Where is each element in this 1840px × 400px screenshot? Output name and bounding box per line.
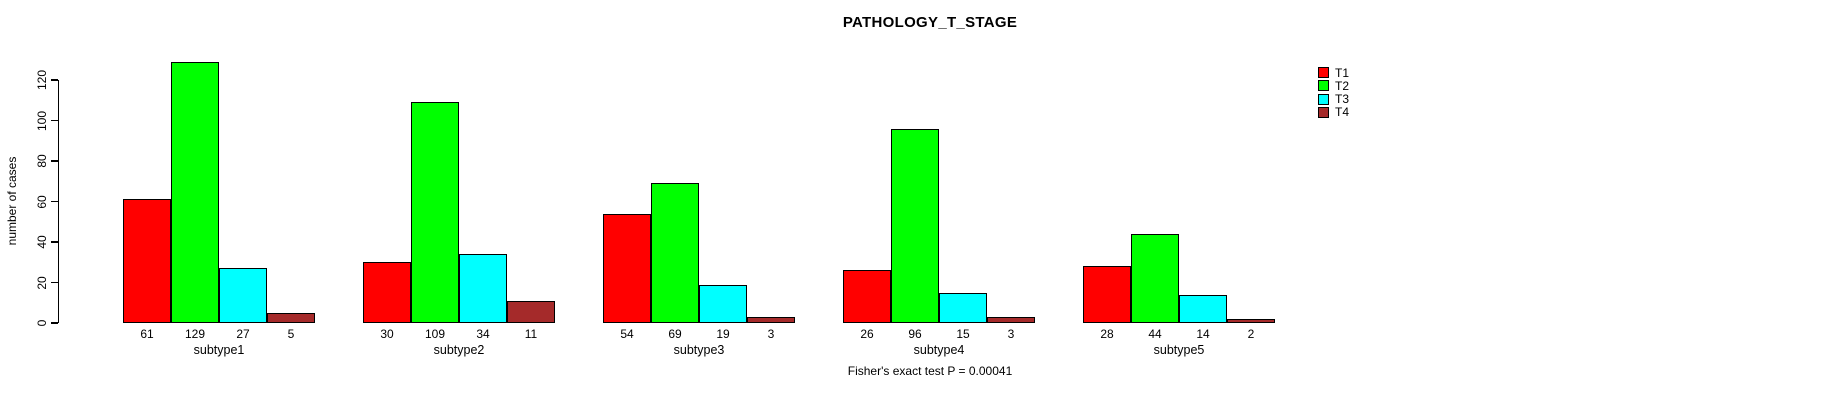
bar-T1-subtype1 — [123, 199, 171, 323]
bar-value-label: 27 — [236, 327, 250, 341]
legend-item: T1 — [1318, 66, 1349, 79]
bar-T4-subtype3 — [747, 316, 795, 323]
bar-T3-subtype5 — [1179, 294, 1227, 323]
legend-label-T2: T2 — [1335, 78, 1350, 93]
bar-T4-subtype1 — [267, 312, 315, 323]
bar-T1-subtype4 — [843, 270, 891, 323]
bar-T4-subtype5 — [1227, 318, 1275, 323]
legend-swatch-T1 — [1318, 67, 1329, 78]
fisher-test-annotation: Fisher's exact test P = 0.00041 — [847, 364, 1013, 378]
bar-T3-subtype4 — [939, 292, 987, 323]
category-label-subtype1: subtype1 — [193, 343, 245, 357]
bar-value-label: 3 — [767, 327, 775, 341]
category-label-subtype2: subtype2 — [433, 343, 485, 357]
y-axis-tick — [50, 200, 58, 203]
y-axis-tick-label: 40 — [35, 235, 49, 249]
bar-value-label: 109 — [424, 327, 446, 341]
bar-T3-subtype3 — [699, 284, 747, 323]
y-axis-tick-label: 0 — [35, 319, 49, 327]
bar-value-label: 5 — [287, 327, 295, 341]
bar-T2-subtype5 — [1131, 233, 1179, 323]
legend-swatch-T2 — [1318, 80, 1329, 92]
bar-value-label: 3 — [1007, 327, 1015, 341]
bar-value-label: 69 — [668, 327, 682, 341]
bar-value-label: 129 — [184, 327, 206, 341]
bar-T2-subtype4 — [891, 128, 939, 323]
bar-value-label: 96 — [908, 327, 922, 341]
y-axis-label: number of cases — [5, 156, 19, 246]
legend-swatch-T3 — [1318, 93, 1329, 105]
category-label-subtype3: subtype3 — [673, 343, 725, 357]
y-axis-tick-label: 60 — [35, 194, 49, 209]
y-axis-tick — [50, 322, 58, 324]
y-axis-tick — [50, 79, 58, 81]
bar-T3-subtype2 — [459, 254, 507, 323]
bar-T1-subtype2 — [363, 262, 411, 323]
bar-value-label: 19 — [716, 327, 730, 341]
y-axis-tick — [50, 241, 58, 243]
y-axis-tick-label: 80 — [35, 154, 49, 168]
category-label-subtype4: subtype4 — [913, 343, 965, 357]
legend-item: T4 — [1318, 106, 1349, 119]
y-axis-tick-label: 20 — [35, 275, 49, 290]
y-axis-tick — [50, 281, 58, 284]
bar-T2-subtype2 — [411, 102, 459, 323]
y-axis-tick-label: 120 — [35, 69, 49, 91]
bar-T2-subtype1 — [171, 61, 219, 323]
legend-label-T4: T4 — [1335, 105, 1350, 120]
legend-label-T1: T1 — [1335, 65, 1350, 80]
bar-T2-subtype3 — [651, 183, 699, 323]
bar-T4-subtype4 — [987, 316, 1035, 323]
category-label-subtype5: subtype5 — [1153, 343, 1205, 357]
legend-label-T3: T3 — [1335, 92, 1350, 106]
bar-value-label: 44 — [1148, 327, 1162, 341]
bar-T4-subtype2 — [507, 300, 555, 323]
bar-value-label: 54 — [620, 327, 634, 341]
bar-value-label: 14 — [1196, 327, 1210, 341]
chart-title: PATHOLOGY_T_STAGE — [842, 14, 1018, 31]
bar-value-label: 28 — [1100, 327, 1114, 341]
y-axis-line — [57, 80, 59, 323]
bar-value-label: 61 — [140, 327, 154, 341]
bar-value-label: 26 — [860, 327, 874, 341]
legend-item: T3 — [1318, 93, 1349, 106]
legend-item: T2 — [1318, 79, 1349, 92]
legend-swatch-T4 — [1318, 106, 1329, 118]
bar-value-label: 30 — [380, 327, 394, 341]
y-axis-tick — [50, 119, 58, 122]
y-axis-tick-label: 100 — [35, 110, 49, 131]
bar-value-label: 15 — [956, 327, 970, 341]
bar-value-label: 2 — [1247, 327, 1255, 341]
y-axis-tick — [50, 160, 58, 162]
bar-value-label: 11 — [524, 327, 538, 341]
bar-T1-subtype3 — [603, 213, 651, 323]
bar-value-label: 34 — [476, 327, 490, 341]
bar-T3-subtype1 — [219, 268, 267, 323]
bar-T1-subtype5 — [1083, 266, 1131, 323]
